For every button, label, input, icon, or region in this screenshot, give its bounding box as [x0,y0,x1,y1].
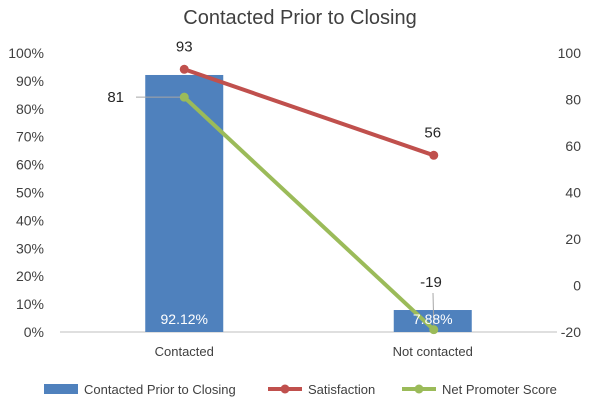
series-line [182,95,436,332]
category-label: Contacted [155,344,214,359]
left-tick-label: 60% [16,157,44,173]
right-tick-label: 60 [565,138,581,154]
legend-label: Satisfaction [308,382,375,397]
data-label: 56 [424,124,441,141]
series-point [179,64,189,74]
left-tick-label: 70% [16,129,44,145]
right-tick-label: 0 [573,278,581,294]
right-tick-label: -20 [561,324,581,340]
category-label: Not contacted [393,344,473,359]
line-series-group: 93 56 81 -19 [107,38,442,335]
series-point [429,325,439,335]
right-tick-label: 40 [565,185,581,201]
chart-title: Contacted Prior to Closing [183,7,416,29]
right-tick-label: 20 [565,231,581,247]
left-tick-label: 50% [16,185,44,201]
left-tick-label: 10% [16,296,44,312]
data-label: 93 [176,38,193,55]
left-tick-label: 80% [16,101,44,117]
category-labels: Contacted Not contacted [155,344,473,359]
left-tick-label: 30% [16,240,44,256]
legend-swatch-marker [414,384,424,394]
legend-label: Contacted Prior to Closing [84,382,236,397]
bar [393,310,472,332]
left-axis-ticks: 0% 10% 20% 30% 40% 50% 60% 70% 80% 90% 100% [8,45,44,340]
left-tick-label: 100% [8,45,44,61]
bar-series [145,74,472,332]
legend-label: Net Promoter Score [442,382,557,397]
left-tick-label: 20% [16,268,44,284]
bar [145,74,224,332]
right-tick-label: 80 [565,92,581,108]
data-label: 81 [107,89,124,106]
legend: Contacted Prior to Closing Satisfaction Ne… [44,382,557,397]
series-point [179,92,189,102]
series-line [183,67,435,158]
left-tick-label: 0% [24,324,44,340]
left-tick-label: 90% [16,73,44,89]
bar-value-label: 7.88% [413,311,453,327]
bar-value-label: 92.12% [161,311,208,327]
right-axis-ticks: -20 0 20 40 60 80 100 [558,45,582,340]
left-tick-label: 40% [16,212,44,228]
data-label: -19 [420,274,442,291]
right-tick-label: 100 [558,45,582,61]
series-point [429,150,439,160]
legend-swatch-marker [280,384,290,394]
legend-swatch-bar [44,384,78,394]
leader-line [432,292,435,325]
